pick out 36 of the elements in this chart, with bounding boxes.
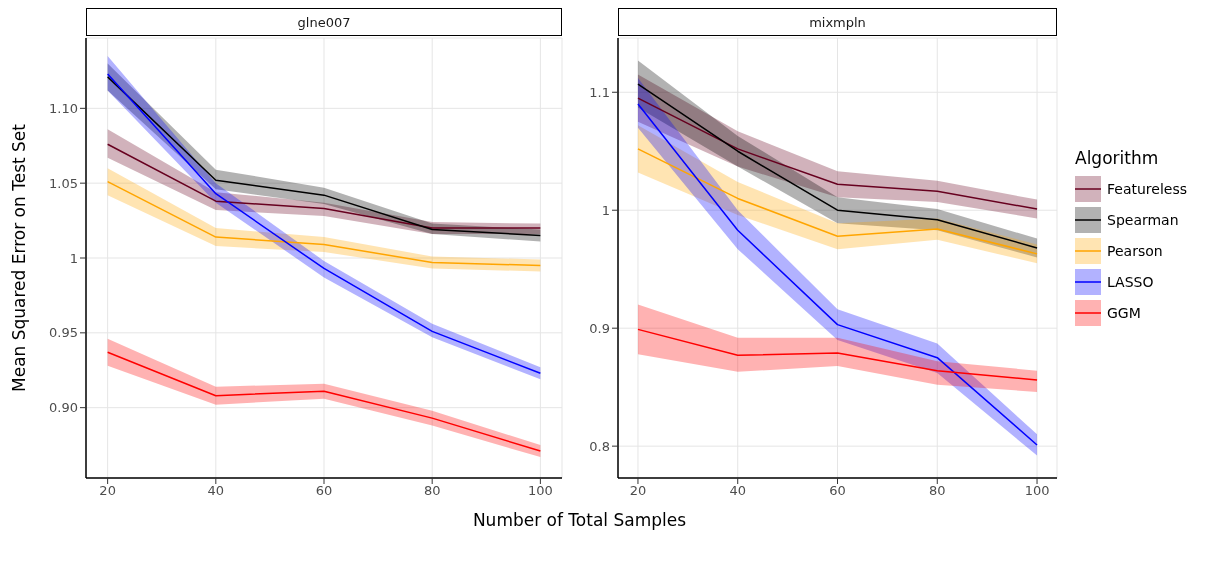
line-series (637, 83, 1038, 249)
legend-label: LASSO (1107, 274, 1154, 290)
legend-title: Algorithm (1075, 147, 1160, 168)
y-tick-label: 0.95 (49, 325, 78, 341)
line-series (106, 351, 542, 452)
x-tick-label: 20 (629, 483, 647, 499)
y-tick-label: 1 (601, 202, 610, 218)
y-tick-label: 1.10 (49, 100, 78, 116)
x-tick-label: 80 (423, 483, 441, 499)
chart-title: mixmpln (618, 8, 1057, 36)
y-tick-label: 1.1 (589, 84, 610, 100)
x-tick-label: 40 (729, 483, 746, 499)
y-tick-label: 1 (69, 250, 78, 266)
line-series (106, 180, 542, 267)
legend-label: GGM (1107, 305, 1141, 321)
x-tick-label: 60 (829, 483, 846, 499)
y-tick-label: 1.05 (49, 175, 78, 191)
y-axis-title: Mean Squared Error on Test Set (9, 124, 30, 392)
y-tick-label: 0.90 (49, 400, 78, 416)
line-series (637, 97, 1038, 210)
legend-label: Pearson (1107, 243, 1163, 259)
x-tick-label: 100 (527, 483, 553, 499)
legend-label: Spearman (1107, 212, 1179, 228)
x-tick-label: 40 (207, 483, 225, 499)
line-series (637, 328, 1038, 381)
legend-label: Featureless (1107, 181, 1187, 197)
x-tick-label: 80 (929, 483, 946, 499)
y-tick-label: 0.9 (589, 320, 610, 336)
chart-title: glne007 (86, 8, 562, 36)
line-series (637, 148, 1038, 255)
y-tick-label: 0.8 (589, 438, 610, 454)
x-tick-label: 20 (99, 483, 116, 499)
x-tick-label: 60 (315, 483, 333, 499)
x-tick-label: 100 (1024, 483, 1050, 499)
x-axis-title: Number of Total Samples (471, 510, 688, 530)
line-series (106, 143, 542, 229)
